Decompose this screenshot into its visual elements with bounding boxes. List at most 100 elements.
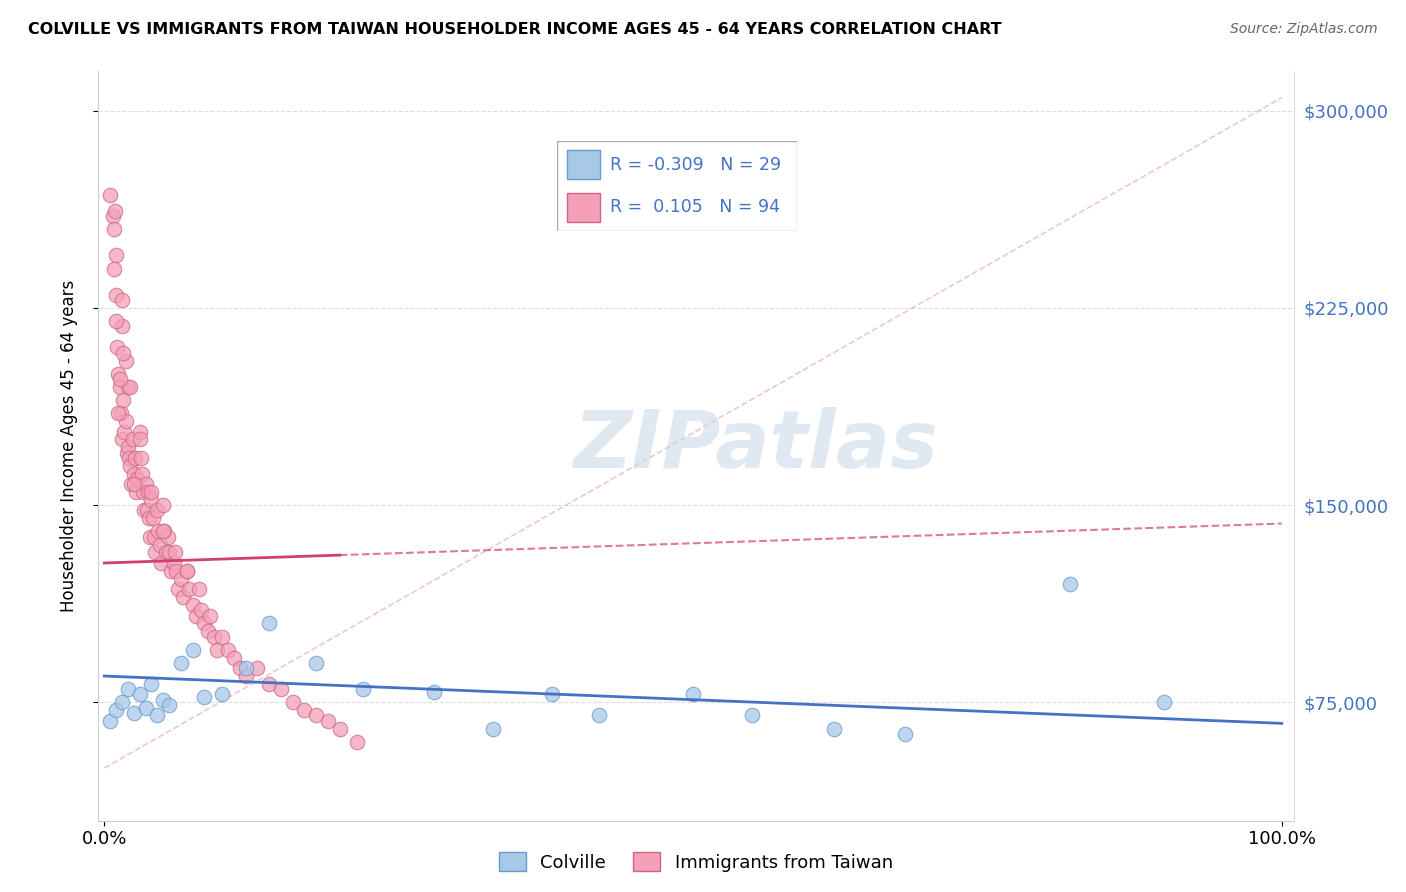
- Point: [186, 608, 208, 623]
- Point: [246, 661, 269, 675]
- Point: [103, 261, 125, 276]
- Point: [163, 556, 186, 570]
- Point: [146, 503, 169, 517]
- Point: [141, 677, 163, 691]
- Point: [167, 582, 190, 597]
- Point: [894, 727, 917, 741]
- Point: [138, 511, 160, 525]
- Point: [741, 708, 763, 723]
- Point: [98, 188, 121, 202]
- Point: [217, 642, 239, 657]
- Point: [152, 498, 174, 512]
- Point: [131, 467, 153, 481]
- Point: [136, 485, 159, 500]
- Point: [120, 477, 142, 491]
- Point: [122, 477, 145, 491]
- Point: [117, 440, 139, 454]
- Text: R = -0.309   N = 29: R = -0.309 N = 29: [610, 155, 780, 174]
- Point: [172, 590, 194, 604]
- Point: [305, 656, 328, 670]
- Point: [177, 582, 200, 597]
- Point: [257, 616, 280, 631]
- Point: [281, 695, 304, 709]
- Point: [153, 524, 176, 539]
- Point: [170, 656, 193, 670]
- Point: [134, 700, 156, 714]
- Point: [107, 367, 129, 381]
- Point: [235, 669, 257, 683]
- Point: [98, 714, 121, 728]
- Point: [200, 608, 222, 623]
- Point: [112, 392, 135, 407]
- Point: [105, 314, 128, 328]
- Point: [294, 703, 316, 717]
- Point: [176, 564, 198, 578]
- Point: [115, 445, 138, 459]
- Point: [128, 433, 150, 447]
- Point: [211, 688, 233, 702]
- Point: [152, 524, 174, 539]
- Point: [187, 582, 209, 597]
- Point: [257, 677, 280, 691]
- Legend: Colville, Immigrants from Taiwan: Colville, Immigrants from Taiwan: [492, 846, 900, 879]
- Y-axis label: Householder Income Ages 45 - 64 years: Householder Income Ages 45 - 64 years: [59, 280, 77, 612]
- Point: [111, 695, 134, 709]
- Point: [118, 450, 141, 465]
- Point: [105, 288, 128, 302]
- Point: [163, 545, 186, 559]
- Point: [156, 530, 179, 544]
- Point: [108, 372, 131, 386]
- Point: [105, 703, 128, 717]
- Point: [235, 661, 257, 675]
- Point: [134, 503, 156, 517]
- Text: Source: ZipAtlas.com: Source: ZipAtlas.com: [1230, 22, 1378, 37]
- Point: [482, 722, 505, 736]
- Point: [146, 708, 169, 723]
- Point: [157, 698, 180, 712]
- Point: [207, 642, 229, 657]
- Point: [423, 685, 446, 699]
- Point: [148, 524, 170, 539]
- Point: [823, 722, 845, 736]
- Point: [181, 598, 204, 612]
- Point: [193, 690, 215, 704]
- Point: [346, 735, 368, 749]
- Point: [152, 692, 174, 706]
- Point: [329, 722, 352, 736]
- Point: [305, 708, 328, 723]
- Point: [352, 682, 374, 697]
- Point: [128, 425, 150, 439]
- Point: [143, 545, 166, 559]
- Point: [132, 485, 155, 500]
- Point: [270, 682, 292, 697]
- Point: [105, 248, 128, 262]
- Point: [155, 545, 177, 559]
- Point: [149, 538, 172, 552]
- Point: [112, 345, 135, 359]
- Point: [114, 353, 136, 368]
- Text: COLVILLE VS IMMIGRANTS FROM TAIWAN HOUSEHOLDER INCOME AGES 45 - 64 YEARS CORRELA: COLVILLE VS IMMIGRANTS FROM TAIWAN HOUSE…: [28, 22, 1001, 37]
- Point: [117, 380, 139, 394]
- Point: [104, 203, 127, 218]
- Point: [190, 603, 212, 617]
- Point: [114, 414, 136, 428]
- Point: [112, 425, 135, 439]
- Point: [139, 530, 162, 544]
- Point: [211, 630, 233, 644]
- Point: [197, 624, 219, 639]
- Point: [108, 380, 131, 394]
- Point: [540, 688, 562, 702]
- FancyBboxPatch shape: [567, 194, 600, 222]
- Point: [1153, 695, 1175, 709]
- Point: [122, 706, 145, 720]
- Point: [588, 708, 610, 723]
- Point: [120, 380, 142, 394]
- Point: [134, 477, 156, 491]
- Point: [110, 406, 132, 420]
- FancyBboxPatch shape: [557, 142, 797, 231]
- Point: [105, 340, 128, 354]
- Point: [121, 433, 143, 447]
- Point: [120, 458, 142, 473]
- Point: [682, 688, 704, 702]
- Point: [107, 406, 129, 420]
